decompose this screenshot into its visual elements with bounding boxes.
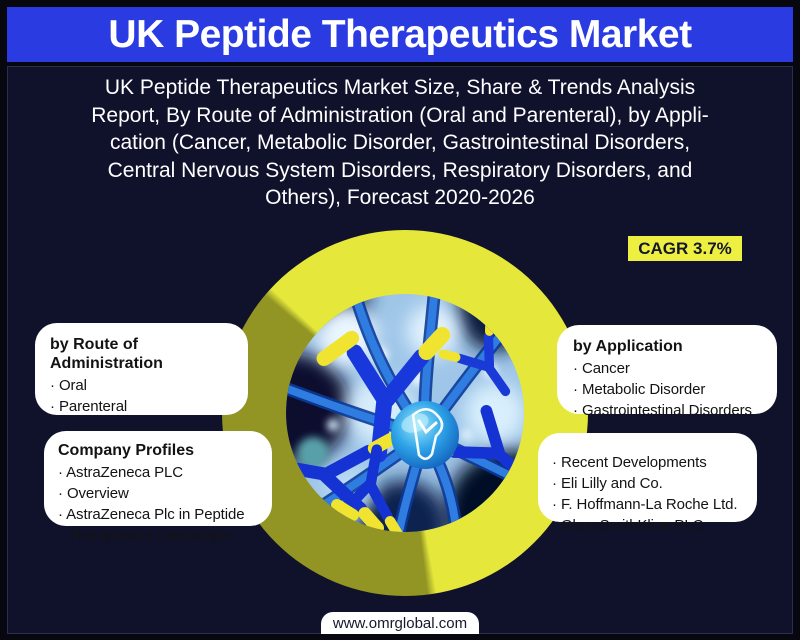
card-list: · Cancer · Metabolic Disorder · Gastroin…: [573, 358, 773, 421]
card-title: by Route of Administration: [50, 336, 163, 372]
card-title: Company Profiles: [58, 442, 195, 459]
card-list: · Recent Developments · Eli Lilly and Co…: [552, 452, 753, 536]
card-list: · Oral · Parenteral: [50, 375, 240, 417]
developments-card: · Recent Developments · Eli Lilly and Co…: [538, 433, 757, 534]
application-card: by Application · Cancer · Metabolic Diso…: [557, 325, 777, 419]
list-item: · Recent Developments: [552, 454, 707, 471]
card-title: by Application: [573, 338, 683, 355]
route-of-administration-card: by Route of Administration · Oral · Pare…: [35, 323, 248, 415]
list-item: · Oral: [50, 377, 87, 394]
website-url: www.omrglobal.com: [332, 615, 468, 632]
website-tab: www.omrglobal.com: [321, 612, 479, 634]
cagr-badge: CAGR 3.7%: [628, 236, 742, 261]
list-item: · Parenteral: [50, 398, 128, 415]
list-item: · F. Hoffmann-La Roche Ltd.: [552, 496, 738, 513]
card-list: · AstraZeneca PLC · Overview · AstraZene…: [58, 462, 266, 546]
list-item: · Metabolic Disorder: [573, 381, 706, 398]
list-item: · AstraZeneca Plc in Peptide Therapeutic…: [58, 506, 245, 544]
title-banner: UK Peptide Therapeutics Market: [7, 7, 793, 62]
report-subtitle: UK Peptide Therapeutics Market Size, Sha…: [91, 76, 709, 209]
list-item: · Cancer: [573, 360, 630, 377]
list-item: · Eli Lilly and Co.: [552, 475, 663, 492]
page-title: UK Peptide Therapeutics Market: [108, 12, 692, 56]
company-profiles-card: Company Profiles · AstraZeneca PLC · Ove…: [44, 431, 272, 544]
list-item: · GlaxoSmithKline PLC: [552, 517, 704, 534]
list-item: · Overview: [58, 485, 129, 502]
list-item: · AstraZeneca PLC: [58, 464, 184, 481]
list-item: · Gastrointestinal Disorders: [573, 402, 752, 419]
antibody-illustration: [286, 294, 524, 532]
